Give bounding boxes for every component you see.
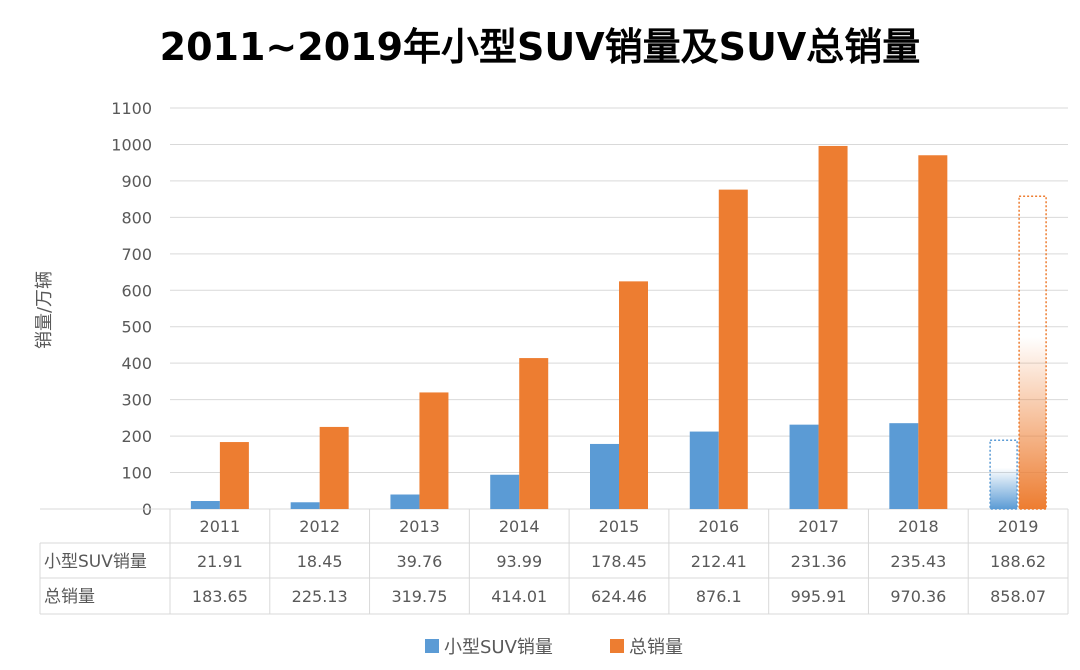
bar-small-suv xyxy=(390,494,420,509)
y-tick-label: 300 xyxy=(121,391,152,410)
y-tick-label: 1000 xyxy=(111,135,152,154)
table-cell: 858.07 xyxy=(990,587,1046,606)
table-cell: 319.75 xyxy=(391,587,447,606)
bar-total xyxy=(419,392,449,509)
table-cell: 183.65 xyxy=(192,587,248,606)
x-tick-label: 2016 xyxy=(698,517,739,536)
x-tick-label: 2012 xyxy=(299,517,340,536)
bar-total xyxy=(918,155,948,509)
table-cell: 624.46 xyxy=(591,587,647,606)
bar-small-suv xyxy=(290,502,320,509)
table-cell: 212.41 xyxy=(691,552,747,571)
legend-swatch xyxy=(610,639,624,653)
bar-total xyxy=(319,426,349,509)
legend-label: 小型SUV销量 xyxy=(444,637,553,658)
bar-small-suv xyxy=(590,443,619,509)
table-cell: 970.36 xyxy=(890,587,946,606)
table-cell: 188.62 xyxy=(990,552,1046,571)
x-tick-label: 2011 xyxy=(200,517,241,536)
y-tick-label: 200 xyxy=(121,427,152,446)
y-tick-label: 1100 xyxy=(111,99,152,118)
x-tick-label: 2013 xyxy=(399,517,440,536)
table-row-label: 小型SUV销量 xyxy=(44,552,147,572)
x-tick-label: 2019 xyxy=(998,517,1039,536)
bar-total xyxy=(818,145,848,509)
bar-small-suv xyxy=(490,474,520,509)
legend-label: 总销量 xyxy=(629,637,683,658)
table-cell: 235.43 xyxy=(890,552,946,571)
y-tick-label: 900 xyxy=(121,172,152,191)
bar-total xyxy=(519,358,549,509)
table-cell: 178.45 xyxy=(591,552,647,571)
y-tick-label: 700 xyxy=(121,245,152,264)
table-cell: 39.76 xyxy=(397,552,443,571)
y-tick-label: 600 xyxy=(121,281,152,300)
table-cell: 414.01 xyxy=(491,587,547,606)
bar-total xyxy=(718,189,748,509)
y-tick-label: 800 xyxy=(121,208,152,227)
legend-swatch xyxy=(425,639,439,653)
table-cell: 995.91 xyxy=(791,587,847,606)
x-tick-label: 2017 xyxy=(798,517,839,536)
table-row-label: 总销量 xyxy=(44,587,95,607)
x-tick-label: 2018 xyxy=(898,517,939,536)
bar-small-suv xyxy=(989,439,1018,510)
bar-total xyxy=(619,281,648,509)
bar-total xyxy=(219,442,249,509)
table-cell: 18.45 xyxy=(297,552,343,571)
bar-small-suv xyxy=(789,424,819,509)
x-tick-label: 2014 xyxy=(499,517,540,536)
table-cell: 225.13 xyxy=(292,587,348,606)
x-tick-label: 2015 xyxy=(599,517,640,536)
table-cell: 21.91 xyxy=(197,552,243,571)
bar-small-suv xyxy=(689,431,719,509)
table-cell: 876.1 xyxy=(696,587,742,606)
bar-small-suv xyxy=(190,501,220,509)
chart-title: 2011~2019年小型SUV销量及SUV总销量 xyxy=(159,25,921,69)
table-cell: 231.36 xyxy=(791,552,847,571)
y-tick-label: 400 xyxy=(121,354,152,373)
y-axis-label: 销量/万辆 xyxy=(34,271,55,349)
y-tick-label: 500 xyxy=(121,318,152,337)
y-tick-label: 100 xyxy=(121,464,152,483)
bar-small-suv xyxy=(889,423,919,509)
table-cell: 93.99 xyxy=(496,552,542,571)
bar-total xyxy=(1018,195,1047,510)
